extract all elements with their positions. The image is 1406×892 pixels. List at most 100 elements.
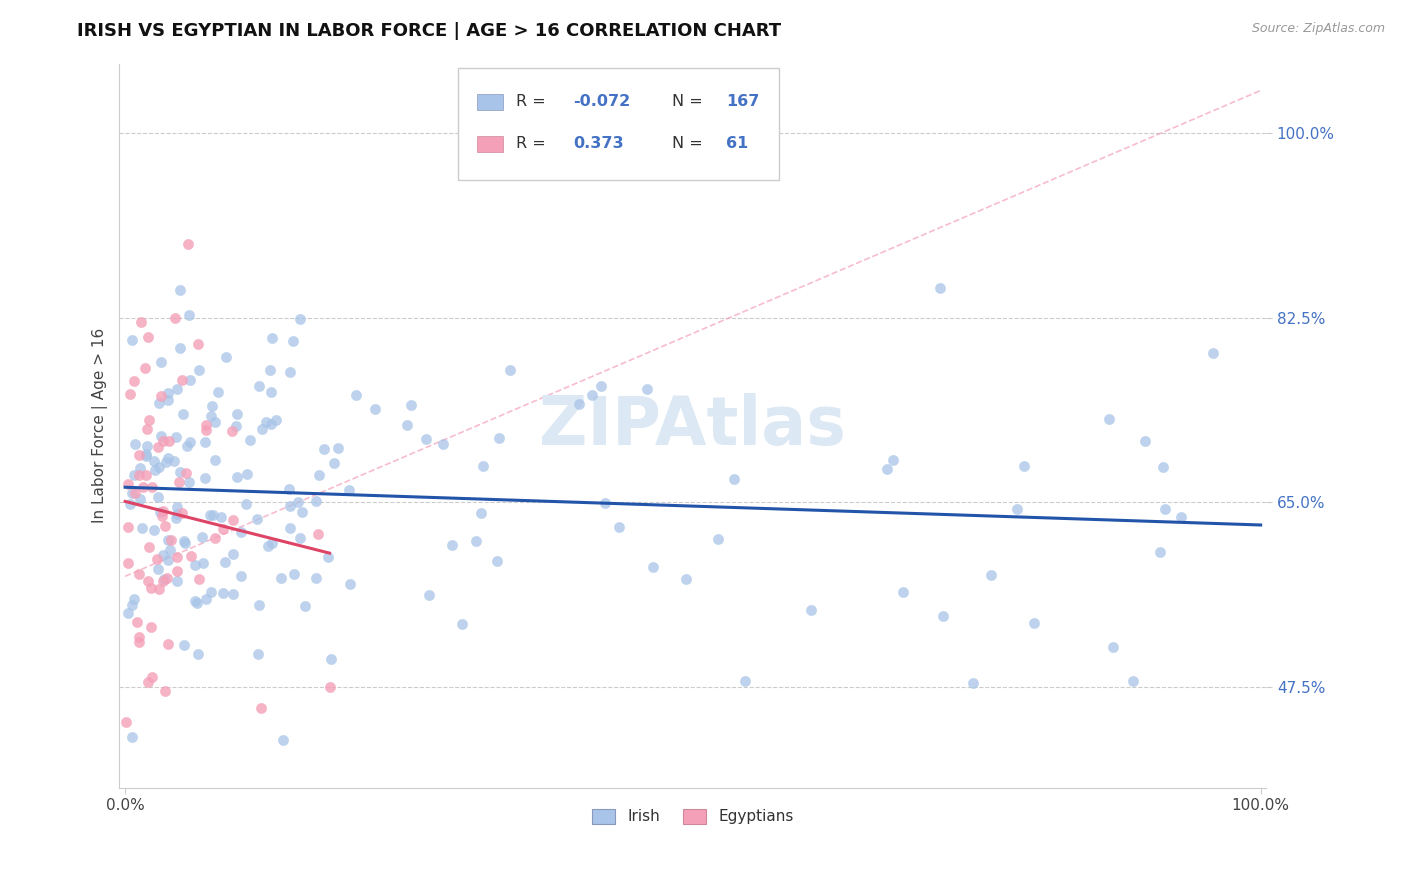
Text: 167: 167 [725, 95, 759, 109]
Point [191, 530, 214, 544]
Point [179, 373, 201, 387]
Point [155, 455, 177, 469]
Point [312, 442, 335, 457]
Point [1170, 509, 1192, 524]
Point [149, 355, 172, 369]
Point [195, 592, 218, 607]
Point [166, 549, 188, 564]
Point [246, 512, 269, 526]
Point [194, 417, 217, 432]
Point [278, 521, 301, 535]
Point [264, 413, 287, 427]
Point [259, 363, 281, 377]
Point [229, 569, 252, 583]
Point [156, 451, 179, 466]
Point [125, 615, 148, 630]
Point [138, 412, 160, 426]
Point [395, 418, 418, 433]
Point [152, 548, 174, 562]
Point [138, 540, 160, 554]
Point [290, 532, 312, 546]
Point [723, 472, 745, 486]
Point [128, 566, 150, 581]
Point [641, 560, 664, 574]
Point [132, 480, 155, 494]
Point [305, 570, 328, 584]
Point [364, 401, 387, 416]
Point [800, 603, 823, 617]
Point [882, 452, 904, 467]
Point [148, 440, 170, 454]
Point [262, 331, 284, 345]
Text: R =: R = [516, 95, 551, 109]
Point [1098, 412, 1121, 426]
Point [163, 454, 186, 468]
Point [893, 585, 915, 599]
Point [148, 460, 170, 475]
Point [318, 680, 340, 694]
Point [169, 475, 191, 489]
Point [415, 432, 437, 446]
Point [464, 534, 486, 549]
Point [222, 513, 245, 527]
Point [128, 635, 150, 649]
Point [225, 470, 247, 484]
Point [184, 558, 207, 572]
Point [472, 459, 495, 474]
Point [129, 491, 152, 506]
Point [928, 281, 950, 295]
Point [1152, 460, 1174, 475]
Point [157, 533, 180, 548]
Point [247, 379, 270, 393]
Point [278, 365, 301, 379]
Point [153, 519, 176, 533]
Point [136, 422, 159, 436]
Text: N =: N = [672, 136, 709, 151]
Point [294, 599, 316, 613]
Point [150, 508, 173, 523]
Point [200, 409, 222, 423]
Point [136, 675, 159, 690]
Point [157, 553, 180, 567]
Point [176, 236, 198, 251]
Point [117, 606, 139, 620]
Point [174, 466, 197, 480]
Legend: Irish, Egyptians: Irish, Egyptians [586, 803, 800, 830]
Point [207, 384, 229, 399]
Text: -0.072: -0.072 [574, 95, 631, 109]
Point [166, 564, 188, 578]
Point [209, 510, 232, 524]
FancyBboxPatch shape [477, 94, 502, 110]
Point [283, 334, 305, 348]
Point [323, 457, 346, 471]
Point [707, 532, 730, 546]
Point [148, 582, 170, 597]
Point [581, 388, 603, 402]
Point [148, 490, 170, 504]
Point [121, 333, 143, 347]
Point [418, 588, 440, 602]
Point [120, 497, 142, 511]
Point [451, 617, 474, 632]
Point [184, 594, 207, 608]
Point [235, 497, 257, 511]
Point [1153, 502, 1175, 516]
Point [141, 670, 163, 684]
Point [142, 454, 165, 468]
Text: R =: R = [516, 136, 551, 151]
Point [260, 417, 283, 431]
Point [440, 538, 463, 552]
Point [165, 310, 187, 325]
Point [122, 468, 145, 483]
Point [135, 449, 157, 463]
Point [169, 465, 191, 479]
Point [254, 415, 277, 429]
Point [148, 396, 170, 410]
Point [117, 477, 139, 491]
Point [212, 586, 235, 600]
Point [156, 637, 179, 651]
Point [257, 539, 280, 553]
Point [157, 434, 180, 448]
Point [142, 523, 165, 537]
Point [326, 442, 349, 456]
